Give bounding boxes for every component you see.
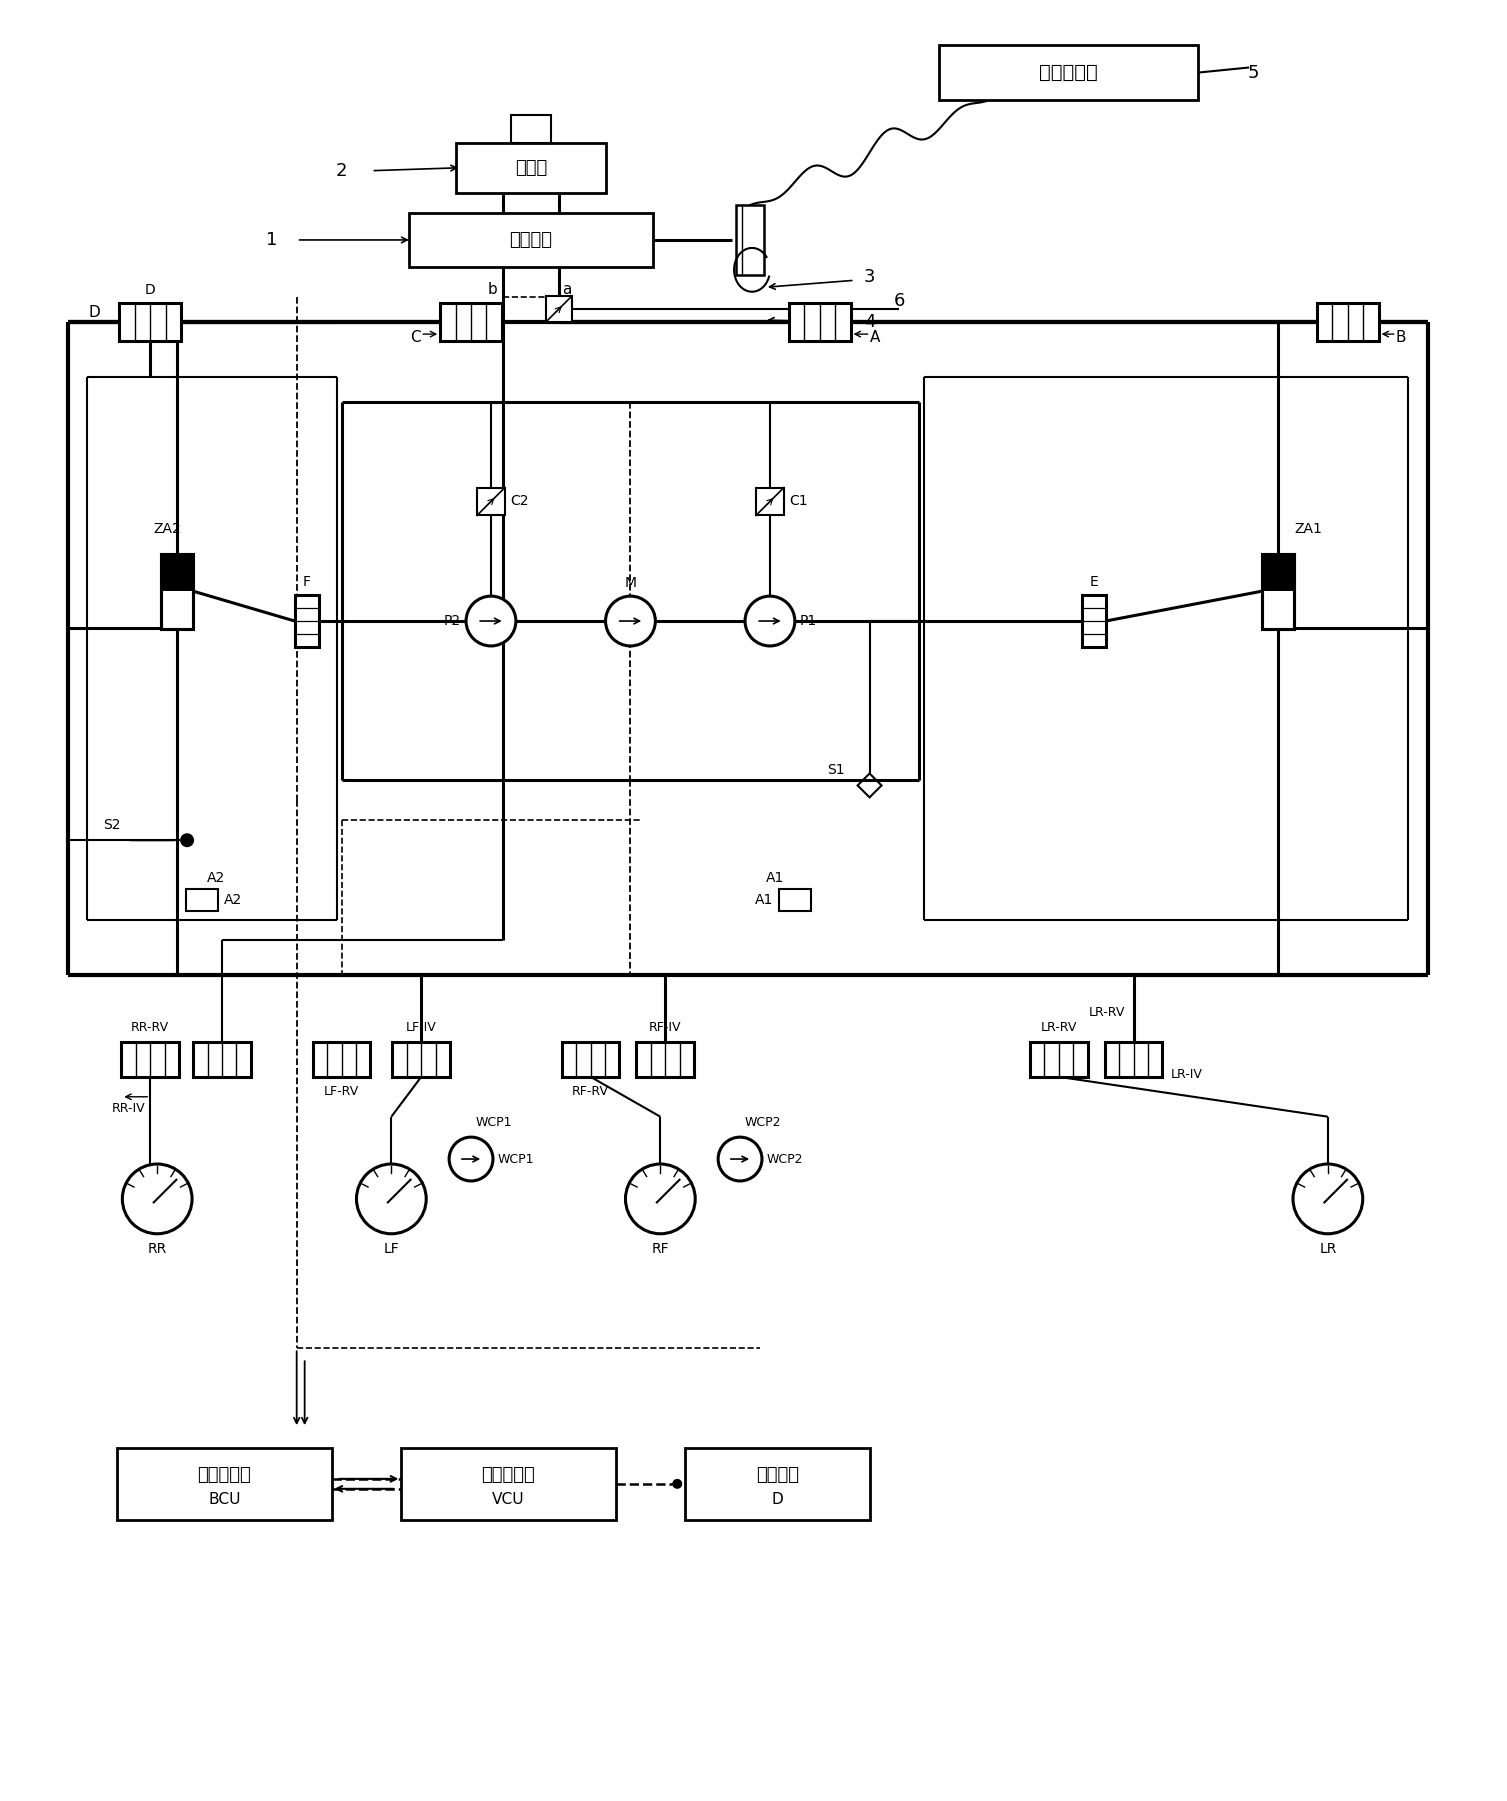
Bar [312, 1043, 371, 1077]
Bar [546, 295, 571, 322]
Text: BCU: BCU [208, 1491, 241, 1507]
Bar [735, 205, 764, 276]
Bar [478, 488, 505, 515]
Bar [1082, 594, 1106, 647]
Bar [1263, 553, 1295, 629]
Bar [511, 115, 550, 142]
Text: P2: P2 [445, 614, 461, 629]
Circle shape [122, 1163, 191, 1234]
Bar [408, 213, 653, 267]
Circle shape [625, 1163, 695, 1234]
Bar [392, 1043, 451, 1077]
Bar [1317, 303, 1379, 340]
Bar [401, 1448, 615, 1520]
Text: M: M [624, 576, 636, 591]
Circle shape [744, 596, 794, 647]
Text: C1: C1 [788, 495, 808, 508]
Text: F: F [303, 575, 310, 589]
Text: RF: RF [651, 1241, 669, 1255]
Circle shape [181, 834, 194, 846]
Text: WCP2: WCP2 [744, 1117, 782, 1129]
Bar [1263, 553, 1295, 629]
Text: LR-RV: LR-RV [1041, 1021, 1078, 1034]
Text: E: E [1090, 575, 1099, 589]
Text: RR: RR [148, 1241, 167, 1255]
Bar [161, 553, 193, 629]
Text: P1: P1 [800, 614, 817, 629]
Circle shape [719, 1136, 763, 1181]
Text: RR-RV: RR-RV [131, 1021, 169, 1034]
Text: 储液室: 储液室 [515, 158, 547, 176]
Text: 4: 4 [864, 313, 876, 331]
Text: D: D [89, 304, 101, 319]
Text: RF-IV: RF-IV [650, 1021, 681, 1034]
Text: A: A [871, 330, 880, 344]
Text: LR: LR [1319, 1241, 1337, 1255]
Circle shape [672, 1479, 683, 1489]
Text: LF-RV: LF-RV [324, 1084, 359, 1099]
Text: 制动控制器: 制动控制器 [197, 1466, 252, 1484]
Text: LF: LF [383, 1241, 399, 1255]
Bar [295, 594, 318, 647]
Text: ZA1: ZA1 [1295, 522, 1322, 537]
Bar [161, 553, 193, 629]
Text: A1: A1 [755, 893, 773, 908]
Text: 3: 3 [864, 268, 876, 286]
Text: 驱动电机: 驱动电机 [757, 1466, 799, 1484]
Bar [1105, 1043, 1162, 1077]
Text: b: b [488, 281, 497, 297]
Bar [562, 1043, 619, 1077]
Text: 制动主缸: 制动主缸 [509, 231, 553, 249]
Text: VCU: VCU [493, 1491, 524, 1507]
Bar [779, 890, 811, 911]
Circle shape [357, 1163, 426, 1234]
Bar [686, 1448, 870, 1520]
Circle shape [606, 596, 656, 647]
Bar [193, 1043, 250, 1077]
Text: 整车控制器: 整车控制器 [482, 1466, 535, 1484]
Circle shape [449, 1136, 493, 1181]
Text: 电动真空泵: 电动真空泵 [1040, 63, 1099, 83]
Bar [939, 45, 1198, 101]
Text: WCP2: WCP2 [767, 1153, 803, 1165]
Bar [440, 303, 502, 340]
Text: A2: A2 [206, 872, 225, 884]
Bar [119, 303, 181, 340]
Circle shape [466, 596, 515, 647]
Bar [161, 553, 193, 591]
Text: WCP1: WCP1 [476, 1117, 512, 1129]
Text: 6: 6 [894, 292, 906, 310]
Circle shape [1293, 1163, 1362, 1234]
Text: LR-IV: LR-IV [1171, 1068, 1203, 1081]
Text: LR-RV: LR-RV [1088, 1005, 1126, 1019]
Text: a: a [562, 281, 571, 297]
Bar [118, 1448, 332, 1520]
Text: 1: 1 [267, 231, 277, 249]
Text: S2: S2 [104, 818, 121, 832]
Bar [788, 303, 850, 340]
Bar [636, 1043, 695, 1077]
Bar [457, 142, 606, 193]
Text: ZA2: ZA2 [154, 522, 181, 537]
Text: S1: S1 [827, 764, 844, 778]
Text: D: D [772, 1491, 784, 1507]
Bar [1029, 1043, 1088, 1077]
Bar [1263, 553, 1295, 591]
Text: C: C [410, 330, 420, 344]
Text: 5: 5 [1248, 63, 1258, 81]
Bar [122, 1043, 179, 1077]
Text: 2: 2 [336, 162, 347, 180]
Text: A1: A1 [766, 872, 784, 884]
Bar [757, 488, 784, 515]
Text: LF-IV: LF-IV [405, 1021, 437, 1034]
Text: RF-RV: RF-RV [573, 1084, 609, 1099]
Bar [185, 890, 219, 911]
Text: WCP1: WCP1 [497, 1153, 535, 1165]
Text: A2: A2 [225, 893, 243, 908]
Text: RR-IV: RR-IV [112, 1102, 145, 1115]
Text: B: B [1395, 330, 1406, 344]
Text: D: D [145, 283, 155, 297]
Text: C2: C2 [509, 495, 529, 508]
